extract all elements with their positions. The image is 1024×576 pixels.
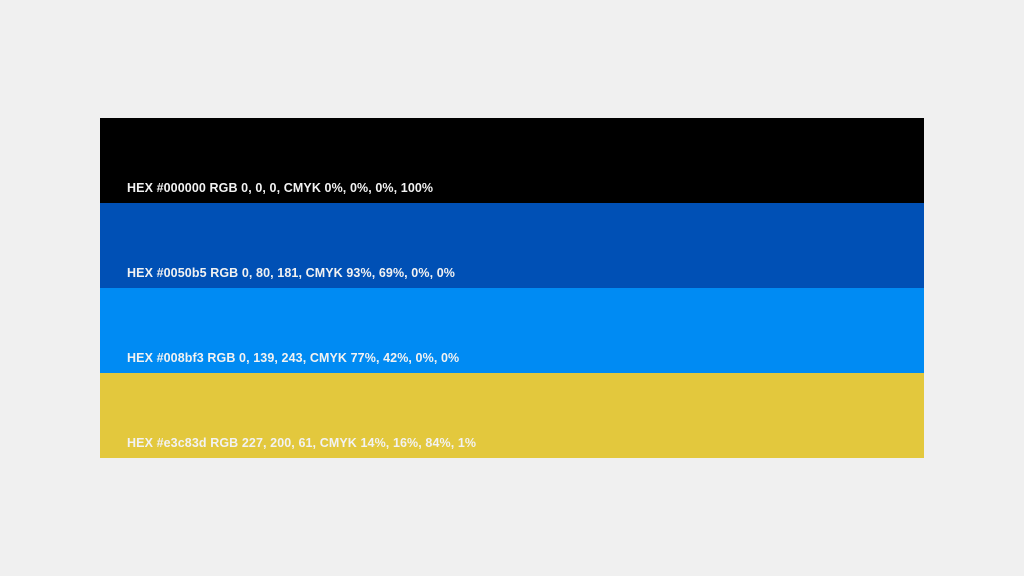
swatch-label: HEX #e3c83d RGB 227, 200, 61, CMYK 14%, … — [127, 436, 477, 450]
swatch-label: HEX #008bf3 RGB 0, 139, 243, CMYK 77%, 4… — [127, 351, 460, 365]
color-swatch: HEX #e3c83d RGB 227, 200, 61, CMYK 14%, … — [100, 373, 924, 458]
swatch-label: HEX #0050b5 RGB 0, 80, 181, CMYK 93%, 69… — [127, 266, 455, 280]
color-swatch: HEX #008bf3 RGB 0, 139, 243, CMYK 77%, 4… — [100, 288, 924, 373]
color-palette: HEX #000000 RGB 0, 0, 0, CMYK 0%, 0%, 0%… — [100, 118, 924, 458]
color-swatch: HEX #0050b5 RGB 0, 80, 181, CMYK 93%, 69… — [100, 203, 924, 288]
color-swatch: HEX #000000 RGB 0, 0, 0, CMYK 0%, 0%, 0%… — [100, 118, 924, 203]
swatch-label: HEX #000000 RGB 0, 0, 0, CMYK 0%, 0%, 0%… — [127, 181, 434, 195]
